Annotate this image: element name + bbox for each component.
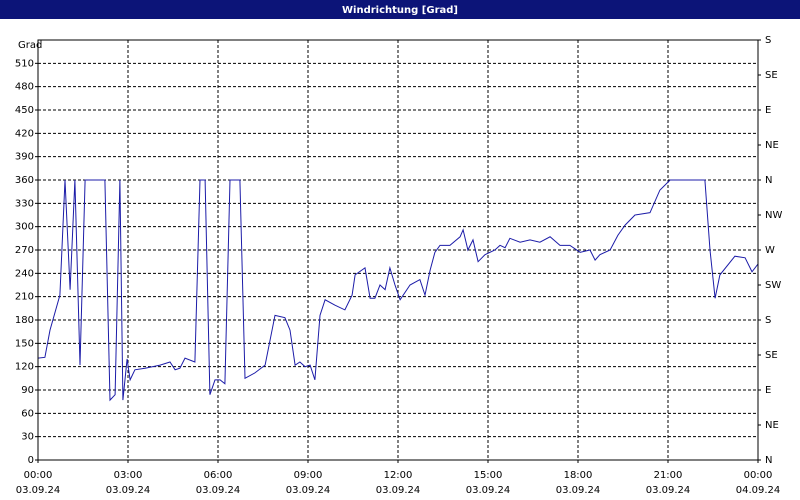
y-tick-label: 180	[15, 315, 34, 326]
y2-tick-label: NE	[765, 420, 779, 431]
y-tick-label: 390	[15, 152, 34, 163]
x-tick-date: 04.09.24	[736, 485, 781, 496]
y-tick-label: 450	[15, 105, 34, 116]
x-tick-date: 03.09.24	[106, 485, 151, 496]
x-tick-label: 18:00	[564, 470, 593, 481]
y2-tick-label: E	[765, 385, 771, 396]
x-tick-label: 06:00	[204, 470, 233, 481]
x-tick-date: 03.09.24	[556, 485, 601, 496]
y2-tick-label: SE	[765, 350, 778, 361]
y-tick-label: 360	[15, 175, 34, 186]
x-tick-date: 03.09.24	[376, 485, 421, 496]
x-tick-label: 00:00	[744, 470, 773, 481]
y-axis-label: Grad	[18, 40, 42, 51]
y2-tick-label: S	[765, 315, 771, 326]
y2-tick-label: SW	[765, 280, 781, 291]
x-tick-label: 00:00	[24, 470, 53, 481]
x-tick-date: 03.09.24	[196, 485, 241, 496]
y2-tick-label: W	[765, 245, 775, 256]
y-tick-label: 60	[21, 408, 34, 419]
y-tick-label: 510	[15, 58, 34, 69]
y-tick-label: 270	[15, 245, 34, 256]
x-tick-label: 03:00	[114, 470, 143, 481]
y2-tick-label: S	[765, 35, 771, 46]
x-tick-date: 03.09.24	[286, 485, 331, 496]
y-tick-label: 330	[15, 198, 34, 209]
y-tick-label: 420	[15, 128, 34, 139]
y-tick-label: 90	[21, 385, 34, 396]
x-tick-label: 09:00	[294, 470, 323, 481]
x-tick-label: 15:00	[474, 470, 503, 481]
x-tick-label: 12:00	[384, 470, 413, 481]
x-tick-date: 03.09.24	[16, 485, 61, 496]
y-tick-label: 0	[28, 455, 34, 466]
y2-tick-label: SE	[765, 70, 778, 81]
y-tick-label: 240	[15, 268, 34, 279]
title-bar	[0, 0, 800, 19]
y-tick-label: 480	[15, 82, 34, 93]
data-line	[37, 179, 759, 402]
x-tick-label: 21:00	[654, 470, 683, 481]
y2-tick-label: N	[765, 455, 772, 466]
y2-tick-label: N	[765, 175, 772, 186]
y-tick-label: 30	[21, 432, 34, 443]
y2-tick-label: NW	[765, 210, 782, 221]
y2-tick-label: NE	[765, 140, 779, 151]
x-tick-date: 03.09.24	[466, 485, 511, 496]
y-tick-label: 210	[15, 292, 34, 303]
y-tick-label: 150	[15, 338, 34, 349]
y-tick-label: 300	[15, 222, 34, 233]
y2-tick-label: E	[765, 105, 771, 116]
x-tick-date: 03.09.24	[646, 485, 691, 496]
chart-title: Windrichtung [Grad]	[342, 5, 458, 16]
y-tick-label: 120	[15, 362, 34, 373]
